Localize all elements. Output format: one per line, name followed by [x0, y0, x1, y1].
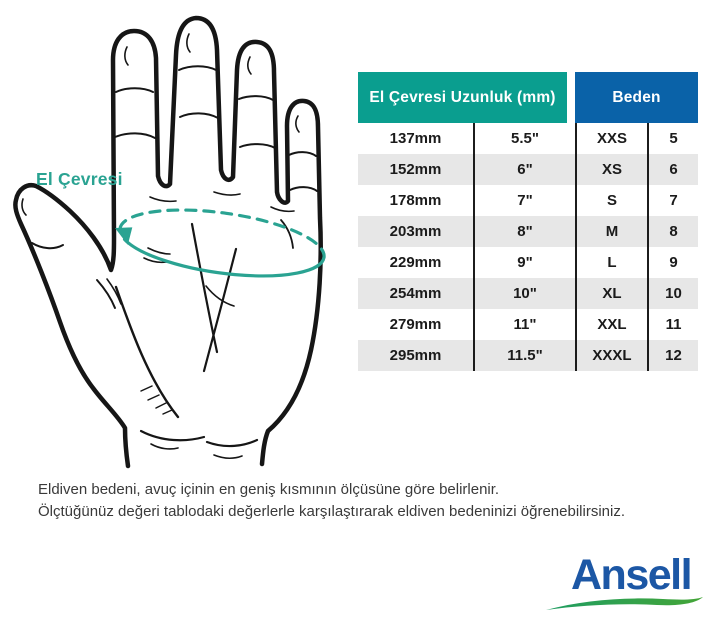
cell-size: XXXL: [575, 340, 647, 371]
cell-num: 7: [647, 185, 698, 216]
cell-mm: 279mm: [389, 316, 442, 333]
table-row: 152mm 6" XS 6: [358, 154, 698, 185]
table-header-row: El Çevresi Uzunluk (mm) Beden: [358, 72, 698, 123]
cell-num: 8: [647, 216, 698, 247]
cell-mm: 203mm: [389, 223, 442, 240]
cell-num: 5: [647, 123, 698, 154]
arrow-head-icon: [115, 227, 133, 245]
cell-inch: 11": [473, 309, 575, 340]
table-row: 229mm 9" L 9: [358, 247, 698, 278]
cell-inch: 10": [473, 278, 575, 309]
cell-mm: 229mm: [389, 254, 442, 271]
cell-mm: 152mm: [389, 161, 442, 178]
caption-line-2: Ölçtüğünüz değeri tablodaki değerlerle k…: [38, 502, 625, 520]
cell-size: L: [575, 247, 647, 278]
cell-inch: 8": [473, 216, 575, 247]
cell-mm: 137mm: [389, 130, 442, 147]
cell-size: XXL: [575, 309, 647, 340]
table-row: 279mm 11" XXL 11: [358, 309, 698, 340]
cell-num: 10: [647, 278, 698, 309]
table-row: 203mm 8" M 8: [358, 216, 698, 247]
hand-creases: [21, 33, 318, 459]
table-row: 254mm 10" XL 10: [358, 278, 698, 309]
table-body: 137mm 5.5" XXS 5 152mm 6" XS 6 178mm 7" …: [358, 123, 698, 371]
circumference-label: El Çevresi: [36, 169, 123, 189]
cell-num: 11: [647, 309, 698, 340]
table-row: 178mm 7" S 7: [358, 185, 698, 216]
cell-num: 9: [647, 247, 698, 278]
header-size: Beden: [575, 72, 698, 123]
cell-size: XL: [575, 278, 647, 309]
hand-diagram: [13, 15, 326, 469]
cell-size: XS: [575, 154, 647, 185]
cell-mm: 254mm: [389, 285, 442, 302]
header-measure: El Çevresi Uzunluk (mm): [358, 72, 567, 123]
hand-silhouette: [15, 18, 321, 466]
cell-inch: 11.5": [473, 340, 575, 371]
cell-mm: 178mm: [389, 192, 442, 209]
cell-num: 6: [647, 154, 698, 185]
size-table: El Çevresi Uzunluk (mm) Beden 137mm 5.5"…: [358, 72, 698, 371]
cell-size: S: [575, 185, 647, 216]
caption-line-1: Eldiven bedeni, avuç içinin en geniş kıs…: [38, 481, 500, 498]
cell-inch: 5.5": [473, 123, 575, 154]
cell-mm: 295mm: [389, 347, 442, 364]
cell-inch: 9": [473, 247, 575, 278]
ansell-logo-text: Ansell: [571, 551, 693, 599]
logo-swoosh-icon: [546, 597, 703, 610]
cell-size: M: [575, 216, 647, 247]
table-row: 295mm 11.5" XXXL 12: [358, 340, 698, 371]
cell-num: 12: [647, 340, 698, 371]
hand-outline: [13, 15, 323, 469]
circumference-ellipse: [115, 208, 326, 278]
cell-size: XXS: [575, 123, 647, 154]
cell-inch: 7": [473, 185, 575, 216]
ansell-logo: Ansell: [545, 551, 705, 615]
table-row: 137mm 5.5" XXS 5: [358, 123, 698, 154]
caption: Eldiven bedeni, avuç içinin en geniş kıs…: [38, 479, 688, 522]
cell-inch: 6": [473, 154, 575, 185]
